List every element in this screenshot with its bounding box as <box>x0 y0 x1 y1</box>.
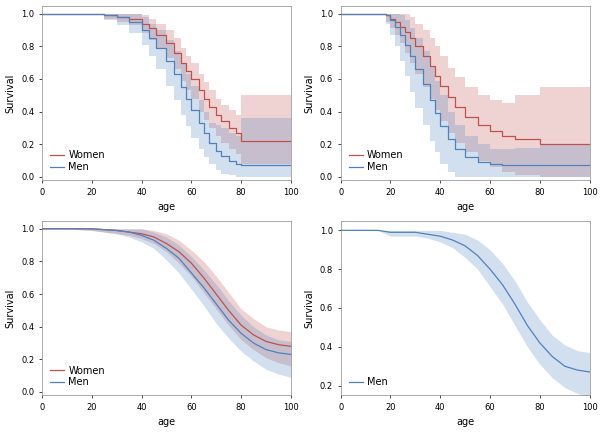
Y-axis label: Survival: Survival <box>5 73 16 113</box>
Y-axis label: Survival: Survival <box>305 288 314 328</box>
Y-axis label: Survival: Survival <box>5 288 16 328</box>
Legend: Women, Men: Women, Men <box>47 362 108 391</box>
Y-axis label: Survival: Survival <box>305 73 314 113</box>
X-axis label: age: age <box>456 202 474 212</box>
X-axis label: age: age <box>157 417 175 427</box>
Legend: Women, Men: Women, Men <box>346 148 406 175</box>
X-axis label: age: age <box>456 417 474 427</box>
X-axis label: age: age <box>157 202 175 212</box>
Legend: Men: Men <box>346 375 391 391</box>
Legend: Women, Men: Women, Men <box>47 148 108 175</box>
